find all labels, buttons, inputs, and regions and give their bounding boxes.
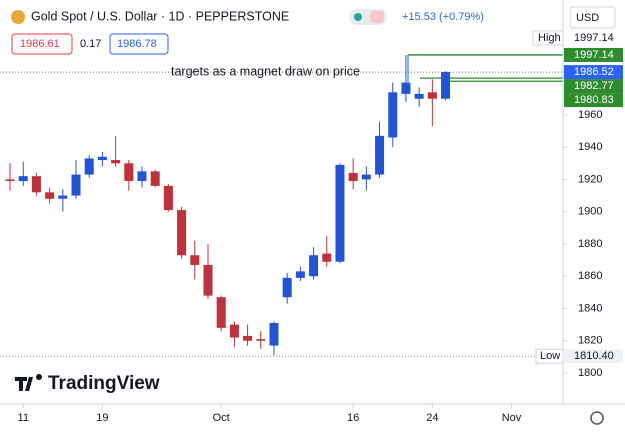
low-tag-label: Low	[540, 350, 560, 362]
y-tick-label: 1820	[578, 335, 602, 347]
candle-body	[190, 255, 200, 265]
x-tick-label: 19	[96, 412, 108, 424]
candle-body	[361, 174, 371, 180]
y-tick-label: 1840	[578, 302, 602, 314]
candle-body	[375, 135, 385, 175]
x-tick-label: Nov	[502, 412, 522, 424]
y-tick-label: 1940	[578, 141, 602, 153]
candle-body	[97, 156, 107, 161]
candle-body	[216, 297, 226, 328]
candle-body	[150, 171, 160, 186]
candle-body	[256, 339, 266, 341]
candle-body	[163, 185, 173, 211]
x-tick-label: 11	[18, 412, 29, 424]
toggle-dot	[354, 13, 362, 21]
high-value-label: 1997.14	[574, 32, 614, 44]
y-tick-label: 1960	[578, 109, 602, 121]
toggle-flag	[370, 11, 384, 23]
candle-body	[71, 174, 81, 196]
watermark: TradingView	[15, 373, 160, 394]
y-tick-label: 1880	[578, 238, 602, 250]
change: +15.53 (+0.79%)	[402, 11, 484, 23]
candle-body	[58, 195, 68, 199]
level-1-box	[564, 79, 623, 94]
y-tick-label: 1900	[578, 206, 602, 218]
candle-body	[427, 92, 437, 99]
candle-body	[441, 72, 451, 99]
y-tick-label: 1860	[578, 270, 602, 282]
level-1-label: 1982.77	[574, 80, 614, 92]
candle-body	[269, 323, 279, 346]
candle-body	[335, 164, 345, 262]
candle-body	[177, 210, 187, 256]
candle-body	[84, 158, 94, 175]
x-tick-label: Oct	[213, 412, 230, 424]
y-tick-label: 1920	[578, 173, 602, 185]
candle-body	[348, 172, 358, 182]
symbol-icon	[11, 10, 25, 24]
candle-body	[18, 176, 28, 182]
candle-body	[388, 92, 398, 138]
bid-box[interactable]	[11, 33, 73, 55]
candle-body	[401, 82, 411, 94]
last-price-label: 1986.52	[574, 66, 614, 78]
candle-body	[243, 335, 253, 341]
last-price-box	[564, 65, 623, 80]
candle-body	[5, 179, 15, 182]
candle-body	[282, 277, 292, 298]
candle-body	[111, 160, 121, 164]
candle-body	[322, 253, 332, 262]
ask: 1986.78	[117, 38, 157, 50]
y-tick-label: 1800	[578, 367, 602, 379]
settings-icon[interactable]	[590, 411, 604, 425]
level-0-box	[564, 47, 623, 62]
bid: 1986.61	[20, 38, 60, 50]
annotation: targets as a magnet draw on price	[171, 64, 360, 78]
candle-body	[203, 264, 213, 296]
candle-body	[124, 163, 134, 182]
plot-area: 1800 1820 1840 1860 1880 1900 1920 1940 1960 11 19…	[0, 30, 623, 424]
level-0-label: 1997.14	[574, 49, 614, 61]
watermark-logo	[15, 374, 42, 391]
candle-body	[229, 324, 239, 338]
x-tick-label: 16	[347, 412, 359, 424]
candle-body	[309, 255, 319, 277]
ask-box[interactable]	[109, 33, 169, 55]
candle-body	[414, 93, 424, 99]
low-value-box	[564, 349, 623, 364]
high-tag-label: High	[538, 32, 561, 44]
currency: USD	[576, 12, 599, 24]
level-2-label: 1980.83	[574, 94, 614, 106]
watermark-text: TradingView	[48, 373, 160, 394]
candle-body	[137, 171, 147, 182]
currency-button[interactable]	[569, 6, 616, 29]
symbol-title[interactable]: Gold Spot / U.S. Dollar · 1D · PEPPERSTO…	[31, 9, 289, 23]
high-value-box	[564, 30, 623, 45]
candle-body	[295, 271, 305, 278]
x-tick-label: 24	[426, 412, 438, 424]
candle-body	[45, 192, 55, 199]
level-2-box	[564, 93, 623, 108]
spread: 0.17	[80, 38, 101, 50]
candle-body	[31, 176, 41, 193]
low-value-label: 1810.40	[574, 350, 614, 362]
